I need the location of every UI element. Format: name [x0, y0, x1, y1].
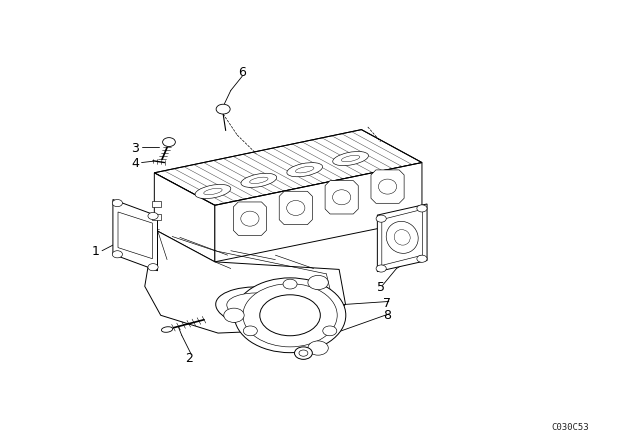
- Ellipse shape: [241, 211, 259, 226]
- Ellipse shape: [195, 185, 231, 198]
- Circle shape: [224, 308, 244, 323]
- Polygon shape: [118, 212, 152, 259]
- Polygon shape: [145, 229, 346, 333]
- Circle shape: [283, 279, 297, 289]
- Circle shape: [323, 326, 337, 336]
- Ellipse shape: [378, 179, 397, 194]
- Text: 2: 2: [186, 352, 193, 365]
- Ellipse shape: [287, 200, 305, 215]
- Circle shape: [376, 265, 387, 272]
- Ellipse shape: [341, 155, 360, 162]
- Text: 1: 1: [92, 245, 100, 258]
- Circle shape: [148, 212, 158, 220]
- Polygon shape: [279, 191, 312, 224]
- Ellipse shape: [260, 295, 320, 336]
- Ellipse shape: [296, 167, 314, 173]
- Circle shape: [294, 347, 312, 359]
- Polygon shape: [152, 201, 161, 207]
- Circle shape: [243, 326, 257, 336]
- Polygon shape: [113, 199, 157, 271]
- Circle shape: [163, 138, 175, 146]
- Text: 8: 8: [383, 309, 391, 322]
- Polygon shape: [378, 204, 427, 271]
- Text: 4: 4: [131, 156, 139, 169]
- Ellipse shape: [386, 221, 418, 254]
- Text: 6: 6: [238, 66, 246, 79]
- Ellipse shape: [227, 293, 308, 324]
- Polygon shape: [382, 209, 422, 265]
- Ellipse shape: [243, 284, 337, 347]
- Ellipse shape: [333, 190, 351, 205]
- Circle shape: [112, 251, 122, 258]
- Text: C030C53: C030C53: [552, 423, 589, 432]
- Ellipse shape: [287, 163, 323, 177]
- Text: 5: 5: [376, 281, 385, 294]
- Ellipse shape: [394, 229, 410, 245]
- Ellipse shape: [204, 188, 222, 195]
- Text: 3: 3: [131, 142, 139, 155]
- Polygon shape: [154, 173, 215, 262]
- Ellipse shape: [241, 173, 276, 187]
- Polygon shape: [215, 163, 422, 262]
- Ellipse shape: [161, 327, 173, 332]
- Polygon shape: [154, 129, 422, 205]
- Text: 7: 7: [383, 297, 391, 310]
- Ellipse shape: [250, 177, 268, 184]
- Polygon shape: [371, 170, 404, 203]
- Polygon shape: [325, 181, 358, 214]
- Polygon shape: [234, 202, 266, 235]
- Circle shape: [308, 276, 328, 289]
- Circle shape: [112, 199, 122, 207]
- Circle shape: [308, 341, 328, 355]
- Ellipse shape: [234, 278, 346, 353]
- Circle shape: [148, 263, 158, 271]
- Circle shape: [417, 255, 427, 262]
- Ellipse shape: [333, 151, 369, 166]
- Circle shape: [216, 104, 230, 114]
- Circle shape: [417, 205, 427, 212]
- Ellipse shape: [216, 287, 320, 330]
- Circle shape: [299, 350, 308, 356]
- Circle shape: [376, 215, 387, 222]
- Polygon shape: [152, 214, 161, 220]
